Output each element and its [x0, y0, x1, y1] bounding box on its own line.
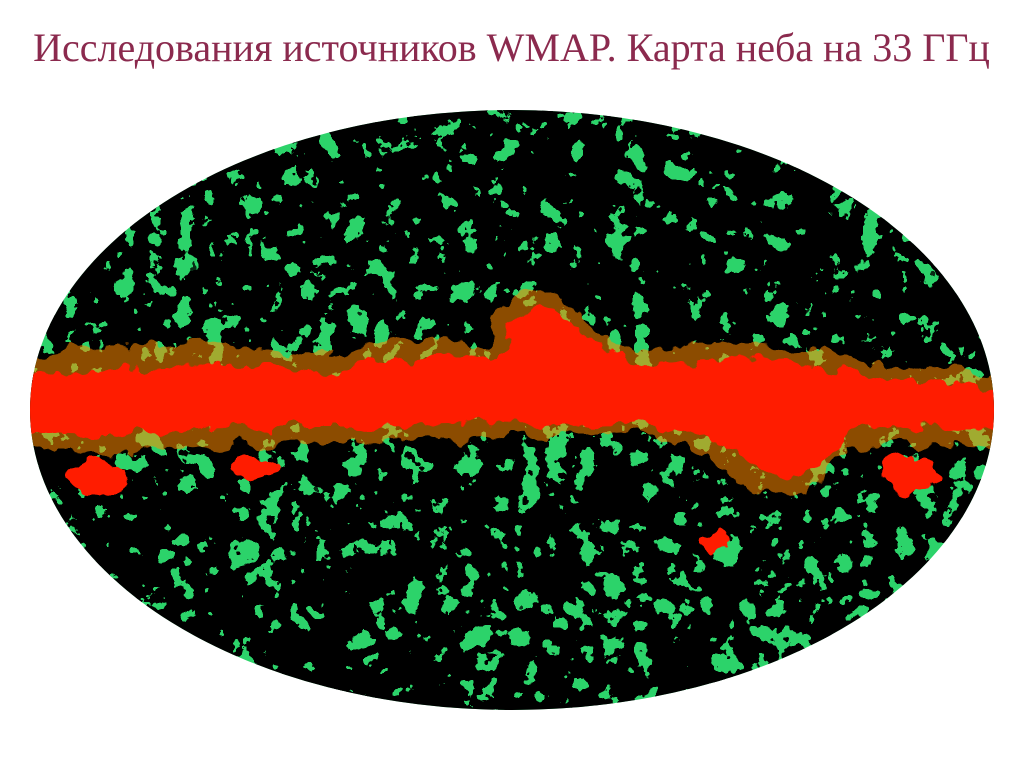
galactic-source-blob: [68, 460, 128, 496]
slide-title: Исследования источников WMAP. Карта неба…: [33, 25, 990, 70]
galactic-source-blob: [706, 530, 730, 550]
galactic-plane: [30, 291, 994, 550]
sky-map-svg: [30, 110, 994, 710]
sky-map-content: [30, 110, 994, 710]
sky-map-image: [28, 108, 996, 712]
galactic-source-blob: [236, 456, 280, 480]
galactic-plane-core: [30, 307, 994, 476]
galactic-source-blob: [882, 453, 934, 493]
